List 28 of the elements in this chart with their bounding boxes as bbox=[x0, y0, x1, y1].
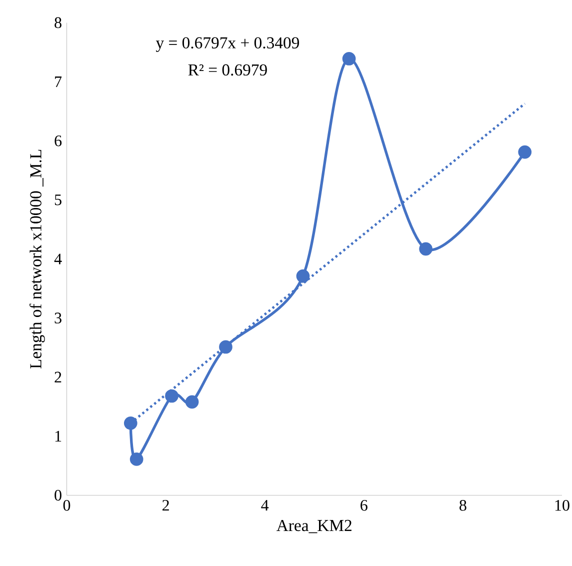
y-tick-label: 5 bbox=[54, 194, 62, 206]
point bbox=[165, 389, 178, 403]
point bbox=[185, 395, 199, 409]
y-tick-label: 1 bbox=[55, 430, 62, 442]
x-tick-label: 2 bbox=[162, 500, 169, 511]
point bbox=[130, 452, 144, 466]
x-tick-label: 10 bbox=[555, 500, 570, 511]
point bbox=[518, 145, 532, 159]
x-axis-title: Area_KM2 bbox=[276, 520, 352, 534]
y-tick-label: 4 bbox=[54, 254, 62, 264]
point bbox=[419, 242, 432, 256]
annotation: R² = 0.6979 bbox=[188, 64, 267, 76]
y-axis-title: Length of network x10000 _M.L bbox=[30, 150, 45, 369]
point bbox=[342, 52, 356, 66]
x-tick-label: 8 bbox=[460, 500, 466, 511]
y-tick-label: 8 bbox=[54, 17, 62, 28]
point bbox=[296, 269, 310, 283]
y-tick-label: 7 bbox=[55, 76, 62, 88]
y-tick-label: 0 bbox=[54, 490, 62, 501]
point bbox=[219, 340, 232, 354]
annotation: y = 0.6797x + 0.3409 bbox=[156, 37, 299, 52]
point bbox=[124, 416, 138, 430]
y-tick-label: 3 bbox=[54, 312, 62, 324]
y-tick-label: 6 bbox=[54, 135, 62, 146]
y-tick-label: 2 bbox=[54, 372, 62, 382]
x-tick-label: 6 bbox=[360, 500, 368, 511]
x-tick-label: 0 bbox=[63, 500, 70, 511]
x-tick-label: 4 bbox=[261, 500, 269, 510]
